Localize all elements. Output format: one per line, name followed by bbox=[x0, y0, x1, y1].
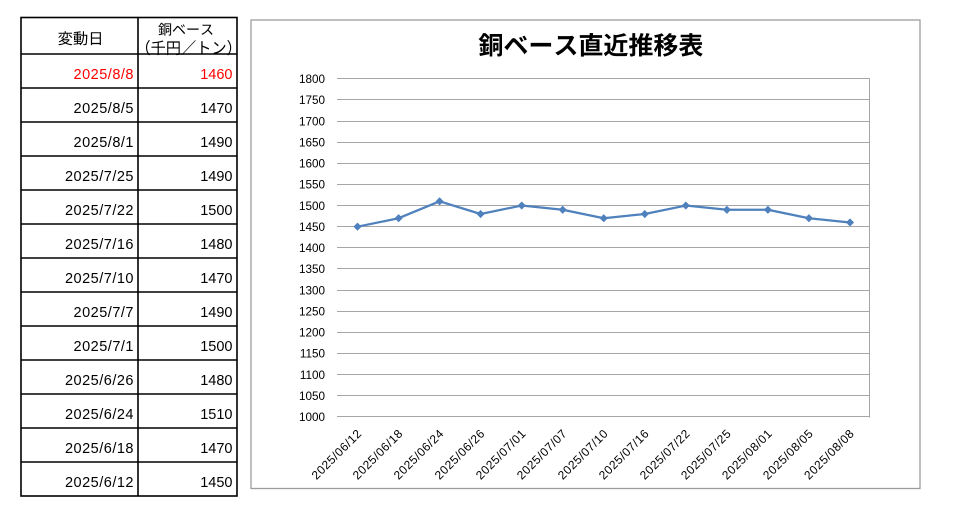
svg-text:1490: 1490 bbox=[200, 135, 232, 151]
svg-text:2025/8/5: 2025/8/5 bbox=[74, 101, 134, 117]
svg-text:1490: 1490 bbox=[200, 305, 232, 321]
svg-text:2025/7/16: 2025/7/16 bbox=[65, 237, 134, 253]
svg-text:1250: 1250 bbox=[299, 305, 326, 318]
svg-text:2025/7/22: 2025/7/22 bbox=[65, 203, 134, 219]
svg-text:1000: 1000 bbox=[299, 411, 326, 424]
svg-text:1200: 1200 bbox=[299, 327, 326, 340]
svg-text:1450: 1450 bbox=[200, 475, 232, 491]
svg-text:1750: 1750 bbox=[299, 94, 326, 107]
svg-text:2025/6/24: 2025/6/24 bbox=[65, 407, 134, 423]
svg-text:1500: 1500 bbox=[299, 200, 326, 213]
svg-text:1450: 1450 bbox=[299, 221, 326, 234]
svg-text:2025/7/1: 2025/7/1 bbox=[74, 339, 134, 355]
svg-text:2025/7/10: 2025/7/10 bbox=[65, 271, 134, 287]
svg-text:2025/8/1: 2025/8/1 bbox=[74, 135, 134, 151]
svg-text:2025/6/26: 2025/6/26 bbox=[65, 373, 134, 389]
svg-text:1150: 1150 bbox=[300, 348, 326, 361]
svg-text:1490: 1490 bbox=[200, 169, 232, 185]
svg-text:2025/6/12: 2025/6/12 bbox=[65, 475, 134, 491]
svg-text:1300: 1300 bbox=[299, 284, 326, 297]
svg-text:1050: 1050 bbox=[299, 390, 326, 403]
svg-text:1100: 1100 bbox=[300, 369, 326, 382]
svg-text:1470: 1470 bbox=[200, 101, 232, 117]
svg-text:1460: 1460 bbox=[200, 67, 232, 83]
svg-text:1400: 1400 bbox=[299, 242, 326, 255]
svg-text:1510: 1510 bbox=[200, 407, 232, 423]
svg-text:1550: 1550 bbox=[299, 179, 326, 192]
svg-text:2025/8/8: 2025/8/8 bbox=[74, 67, 134, 83]
svg-text:1600: 1600 bbox=[299, 158, 326, 171]
svg-text:1470: 1470 bbox=[200, 441, 232, 457]
svg-text:2025/6/18: 2025/6/18 bbox=[65, 441, 134, 457]
svg-text:1470: 1470 bbox=[200, 271, 232, 287]
svg-text:2025/7/7: 2025/7/7 bbox=[74, 305, 134, 321]
svg-text:1350: 1350 bbox=[299, 263, 326, 276]
svg-text:1480: 1480 bbox=[200, 237, 232, 253]
svg-text:1500: 1500 bbox=[200, 339, 232, 355]
svg-text:2025/7/25: 2025/7/25 bbox=[65, 169, 134, 185]
svg-text:1800: 1800 bbox=[299, 73, 326, 86]
svg-text:1480: 1480 bbox=[200, 373, 232, 389]
svg-text:1650: 1650 bbox=[299, 136, 326, 149]
svg-text:1700: 1700 bbox=[299, 115, 326, 128]
svg-text:1500: 1500 bbox=[200, 203, 232, 219]
